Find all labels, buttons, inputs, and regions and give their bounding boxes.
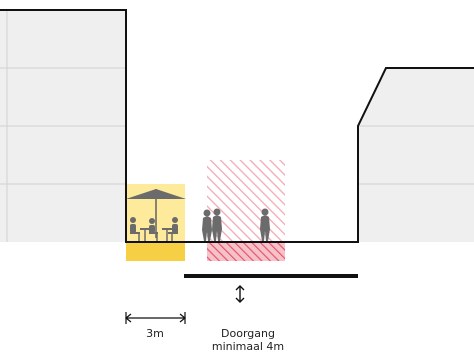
passage-label-line2: minimaal 4m	[211, 340, 285, 353]
double-arrow-icon	[235, 285, 245, 303]
pedestrian-icon	[260, 208, 270, 241]
terrace-seating-icon	[130, 217, 178, 241]
terrace-width-dimension	[125, 312, 186, 324]
right-building	[358, 68, 474, 242]
pedestrian-couple-icon	[202, 208, 222, 241]
passage-label-line1: Doorgang	[221, 327, 275, 340]
passage-label: Doorgang minimaal 4m	[200, 327, 296, 353]
terrace-width-label: 3m	[146, 327, 164, 340]
parasol-icon	[126, 189, 186, 238]
left-building	[0, 10, 126, 242]
left-facade-outline	[0, 9, 474, 243]
